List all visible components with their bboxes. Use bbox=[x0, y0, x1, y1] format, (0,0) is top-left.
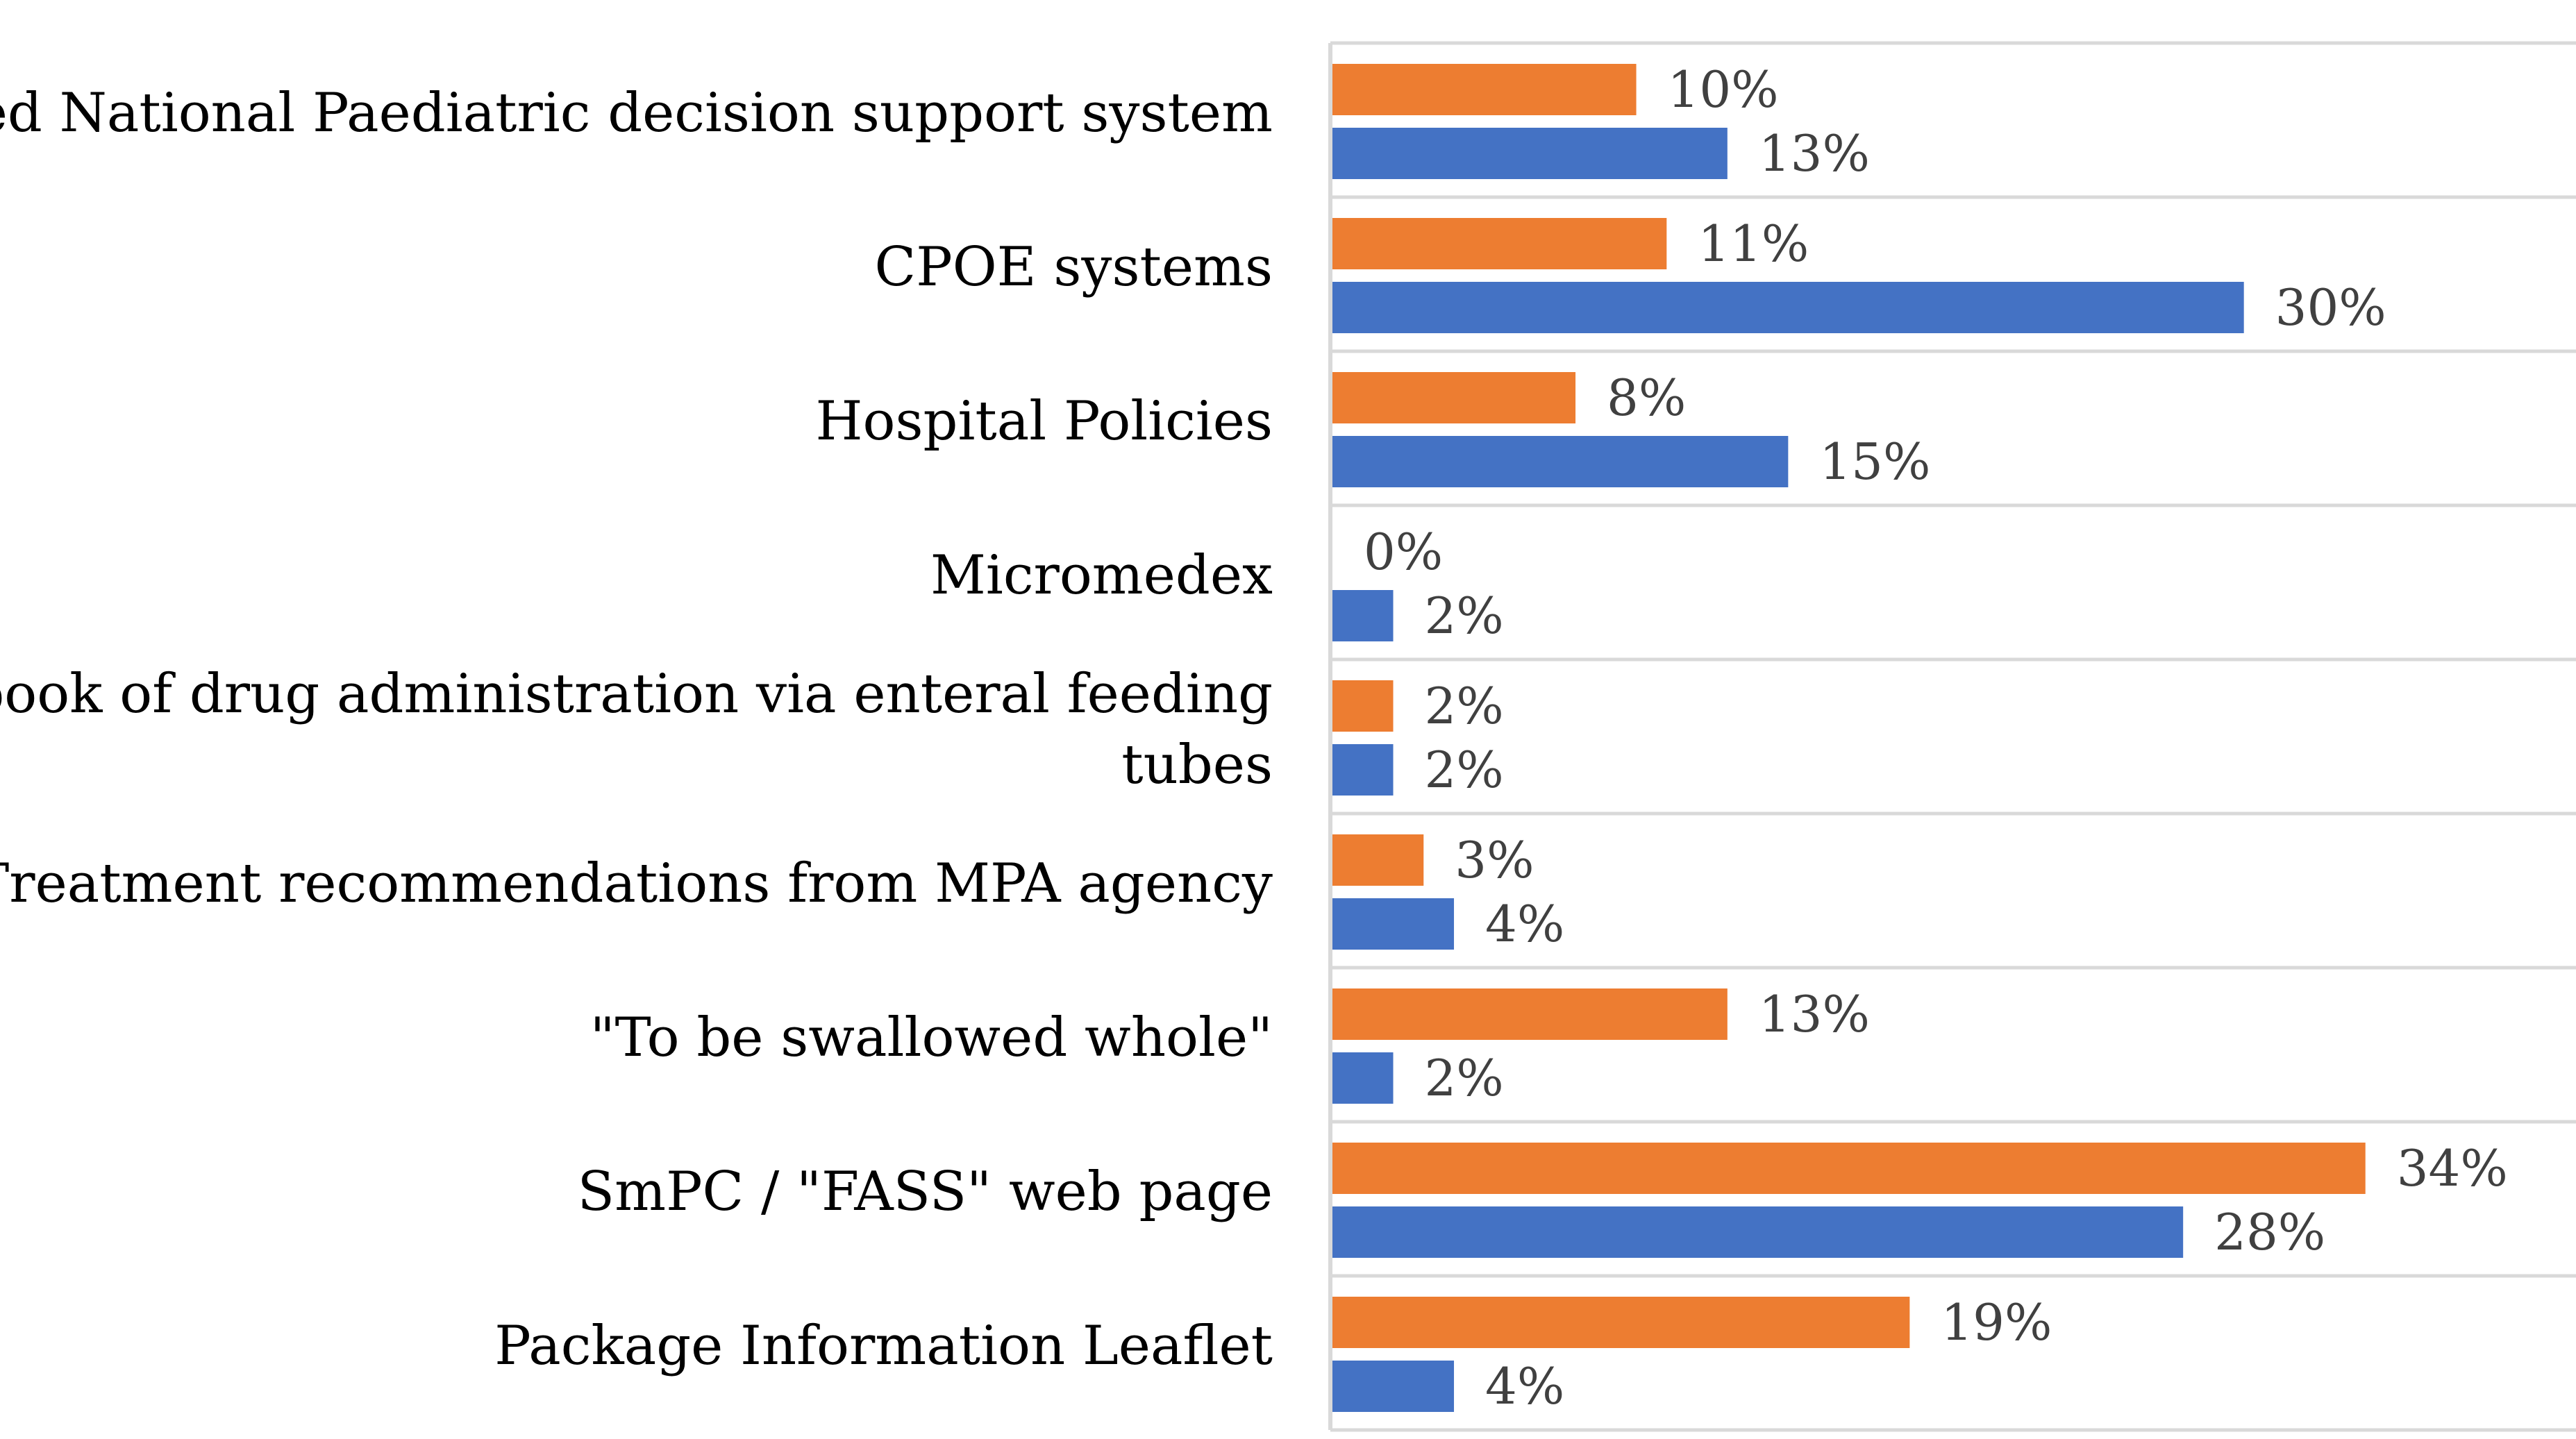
category-label-0: ePed National Paediatric decision suppor… bbox=[0, 82, 1273, 144]
bar-series-2-5 bbox=[1332, 898, 1455, 950]
category-label-6: "To be swallowed whole" bbox=[590, 1007, 1273, 1069]
category-label-8: Package Information Leaflet bbox=[494, 1315, 1273, 1377]
gridlines bbox=[1330, 41, 2576, 1432]
bar-series-1-5 bbox=[1332, 834, 1424, 886]
category-label-7: SmPC / "FASS" web page bbox=[578, 1161, 1273, 1223]
category-label-line: tubes bbox=[1121, 734, 1273, 796]
data-label-series-2-4: 2% bbox=[1425, 741, 1504, 799]
bar-series-2-2 bbox=[1332, 436, 1789, 487]
data-label-series-1-0: 10% bbox=[1668, 60, 1779, 119]
category-label-5: Treatment recommendations from MPA agenc… bbox=[0, 852, 1273, 915]
bar-series-2-3 bbox=[1332, 590, 1394, 641]
category-label-4: Handbook of drug administration via ente… bbox=[0, 663, 1273, 796]
bars bbox=[1332, 64, 2366, 1412]
data-label-series-1-4: 2% bbox=[1425, 677, 1504, 735]
data-label-series-2-2: 15% bbox=[1819, 432, 1930, 491]
category-label-line: Hospital Policies bbox=[816, 390, 1273, 453]
data-label-series-2-5: 4% bbox=[1485, 895, 1564, 953]
category-label-line: CPOE systems bbox=[875, 236, 1273, 298]
bar-series-1-8 bbox=[1332, 1297, 1910, 1348]
data-labels: 10% 11% 8% 0% 2% 3% 13% 34% 19% 13% 30% 15% 2% 2% 4% 2%… bbox=[1364, 60, 2508, 1415]
category-label-line: Treatment recommendations from MPA agenc… bbox=[0, 852, 1273, 915]
category-label-3: Micromedex bbox=[930, 544, 1273, 607]
data-label-series-1-1: 11% bbox=[1698, 214, 1809, 273]
category-label-2: Hospital Policies bbox=[816, 390, 1273, 453]
data-label-series-1-5: 3% bbox=[1455, 831, 1534, 889]
category-label-line: Package Information Leaflet bbox=[494, 1315, 1273, 1377]
data-label-series-1-8: 19% bbox=[1941, 1293, 2052, 1352]
data-label-series-2-3: 2% bbox=[1425, 587, 1504, 645]
category-label-line: Handbook of drug administration via ente… bbox=[0, 663, 1273, 725]
data-label-series-2-6: 2% bbox=[1425, 1049, 1504, 1107]
bar-series-2-1 bbox=[1332, 282, 2244, 333]
data-label-series-2-1: 30% bbox=[2275, 278, 2386, 337]
data-label-series-1-6: 13% bbox=[1759, 985, 1870, 1043]
category-label-line: "To be swallowed whole" bbox=[590, 1007, 1273, 1069]
category-label-1: CPOE systems bbox=[875, 236, 1273, 298]
bar-series-2-7 bbox=[1332, 1206, 2184, 1258]
category-label-line: Micromedex bbox=[930, 544, 1273, 607]
bar-series-1-6 bbox=[1332, 988, 1728, 1040]
data-label-series-2-8: 4% bbox=[1485, 1357, 1564, 1415]
bar-series-1-2 bbox=[1332, 372, 1576, 423]
data-label-series-1-2: 8% bbox=[1607, 369, 1686, 427]
data-label-series-2-0: 13% bbox=[1759, 124, 1870, 183]
data-label-series-2-7: 28% bbox=[2214, 1203, 2325, 1261]
bar-series-1-0 bbox=[1332, 64, 1637, 115]
bar-series-2-4 bbox=[1332, 744, 1394, 796]
data-label-series-1-7: 34% bbox=[2397, 1139, 2508, 1197]
bar-series-2-0 bbox=[1332, 128, 1728, 179]
bar-series-2-8 bbox=[1332, 1361, 1455, 1412]
data-label-series-1-3: 0% bbox=[1364, 523, 1443, 581]
category-labels: ePed National Paediatric decision suppor… bbox=[0, 82, 1273, 1377]
category-label-line: ePed National Paediatric decision suppor… bbox=[0, 82, 1273, 144]
category-label-line: SmPC / "FASS" web page bbox=[578, 1161, 1273, 1223]
bar-series-1-1 bbox=[1332, 218, 1667, 269]
bar-series-1-7 bbox=[1332, 1143, 2366, 1194]
bar-series-2-6 bbox=[1332, 1052, 1394, 1104]
bar-series-1-4 bbox=[1332, 680, 1394, 732]
